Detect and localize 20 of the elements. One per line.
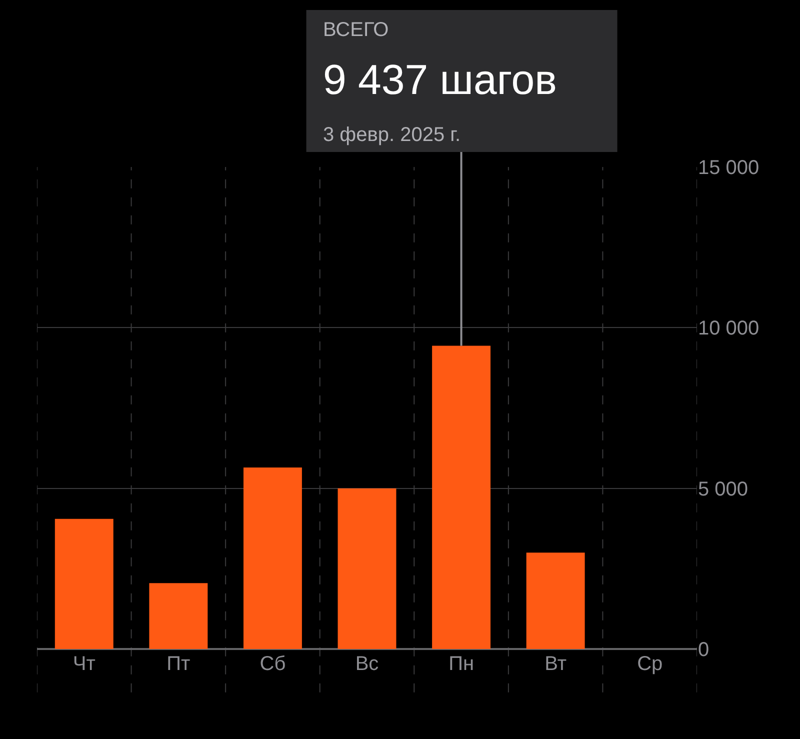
text: ВСЕГО	[323, 19, 389, 41]
bar	[338, 488, 396, 649]
y-tick-label: 10 000	[698, 318, 760, 340]
bar	[526, 552, 585, 649]
x-tick-label: Пн	[448, 653, 474, 675]
x-tick-label: Ср	[637, 653, 663, 675]
bar	[149, 583, 208, 649]
x-tick-label: Чт	[72, 653, 96, 675]
x-tick-label: Вт	[544, 653, 566, 675]
y-tick-label: 5 000	[698, 478, 748, 500]
text: 3 февр. 2025 г.	[323, 124, 461, 146]
x-tick-label: Вс	[355, 653, 379, 675]
y-tick-label: 0	[698, 639, 710, 661]
x-tick-label: Пт	[166, 653, 190, 675]
bar	[432, 346, 491, 649]
bar	[243, 467, 302, 649]
bar	[54, 518, 114, 649]
y-tick-label: 15 000	[698, 157, 760, 179]
x-tick-label: Сб	[260, 653, 286, 675]
annotation: 9 437 шагов	[323, 56, 557, 103]
